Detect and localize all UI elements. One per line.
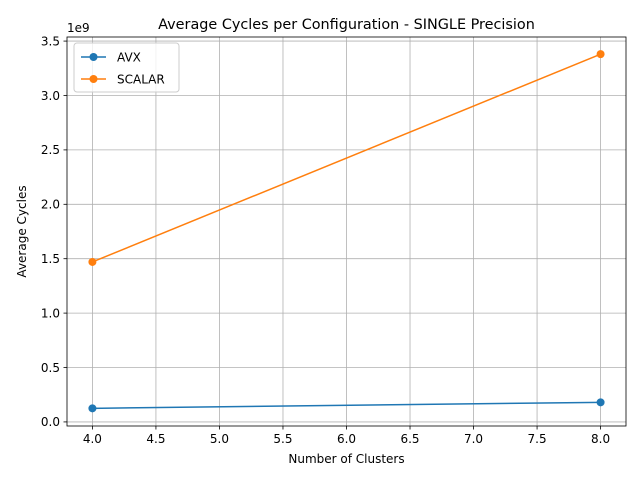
y-axis-multiplier: 1e9 [67,21,90,35]
legend-label-avx: AVX [117,50,141,64]
x-tick-label: 8.0 [591,432,610,446]
legend-items: AVX SCALAR [81,50,165,86]
y-tick-label: 3.0 [41,89,60,103]
x-axis-ticks: 4.0 4.5 5.0 5.5 6.0 6.5 7.0 7.5 8.0 [83,426,610,446]
x-tick-label: 7.0 [464,432,483,446]
x-tick-label: 6.0 [337,432,356,446]
x-tick-label: 7.5 [528,432,547,446]
x-axis-label: Number of Clusters [288,452,404,466]
x-tick-label: 6.5 [400,432,419,446]
y-tick-label: 2.5 [41,143,60,157]
y-tick-label: 1.0 [41,306,60,320]
chart-title: Average Cycles per Configuration - SINGL… [158,17,535,33]
y-axis-ticks: 0.0 0.5 1.0 1.5 2.0 2.5 3.0 3.5 [41,34,67,429]
series-line-avx [92,401,601,410]
legend-marker-avx [89,53,98,61]
grid-lines [67,37,626,426]
x-tick-label: 4.5 [146,432,165,446]
x-tick-label: 5.0 [210,432,229,446]
legend: AVX SCALAR [73,42,180,93]
y-tick-label: 3.5 [41,34,60,48]
data-point-scalar [88,257,97,266]
y-tick-label: 2.0 [41,198,60,212]
y-tick-label: 0.5 [41,361,60,375]
data-point-avx [596,398,605,407]
data-point-scalar [596,50,605,59]
y-tick-label: 0.0 [41,415,60,429]
legend-label-scalar: SCALAR [117,72,165,86]
y-tick-label: 1.5 [41,252,60,266]
legend-marker-scalar [89,75,98,83]
series-line-scalar [92,53,601,263]
series-layer [88,50,605,413]
x-tick-label: 4.0 [83,432,102,446]
x-tick-label: 5.5 [273,432,292,446]
y-axis-label: Average Cycles [15,185,29,277]
data-point-avx [88,404,97,413]
